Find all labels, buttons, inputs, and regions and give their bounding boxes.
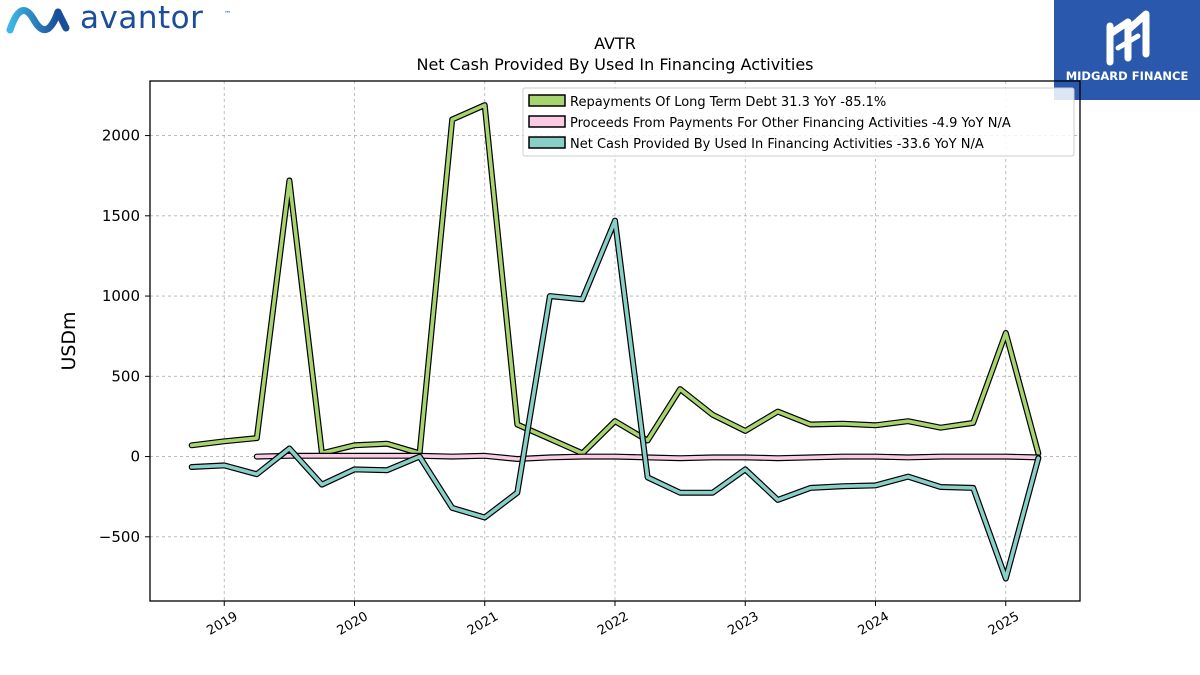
x-tick-label: 2020 [335, 609, 371, 639]
grid-lines [150, 81, 1080, 601]
chart-title-block: AVTR Net Cash Provided By Used In Financ… [150, 33, 1080, 75]
series-lines [188, 102, 1042, 582]
midgard-finance-badge: MIDGARD FINANCE [1054, 0, 1200, 100]
y-axis-label: USDm [58, 311, 80, 370]
legend-label: Repayments Of Long Term Debt 31.3 YoY -8… [570, 95, 886, 110]
legend-label: Proceeds From Payments For Other Financi… [570, 116, 1011, 131]
y-tick-label: 500 [111, 367, 140, 385]
x-tick-label: 2021 [465, 609, 501, 639]
midgard-logo-icon [1106, 10, 1150, 66]
x-tick-label: 2024 [856, 609, 892, 639]
chart-title: AVTR [594, 34, 636, 53]
avantor-wordmark: avantor [80, 0, 204, 36]
y-axis-ticks: −500 0 500 1000 1500 2000 [99, 127, 150, 546]
x-tick-label: 2023 [725, 609, 761, 639]
legend: Repayments Of Long Term Debt 31.3 YoY -8… [522, 87, 1075, 157]
x-tick-label: 2025 [986, 609, 1022, 639]
legend-swatch [528, 136, 566, 149]
y-tick-label: 1500 [102, 207, 140, 225]
chart-subtitle: Net Cash Provided By Used In Financing A… [416, 55, 814, 74]
y-tick-label: 2000 [102, 127, 140, 145]
trademark-symbol: ™ [224, 10, 231, 18]
x-tick-label: 2022 [595, 609, 631, 639]
avantor-mark-icon [6, 7, 70, 34]
net-cash-series-line [189, 218, 1041, 581]
repayments-series-line [189, 103, 1041, 456]
y-tick-label: 0 [130, 448, 140, 466]
legend-swatch [528, 94, 566, 107]
y-tick-label: −500 [99, 528, 140, 546]
y-tick-label: 1000 [102, 287, 140, 305]
legend-label: Net Cash Provided By Used In Financing A… [570, 137, 984, 152]
avantor-logo: avantor ™ [6, 0, 236, 36]
x-tick-label: 2019 [204, 609, 240, 639]
legend-box [522, 87, 1075, 157]
midgard-badge-label: MIDGARD FINANCE [1065, 69, 1189, 83]
legend-swatch [528, 115, 566, 128]
x-axis-ticks: 2019 2020 2021 2022 2023 2024 2025 [204, 601, 1022, 639]
